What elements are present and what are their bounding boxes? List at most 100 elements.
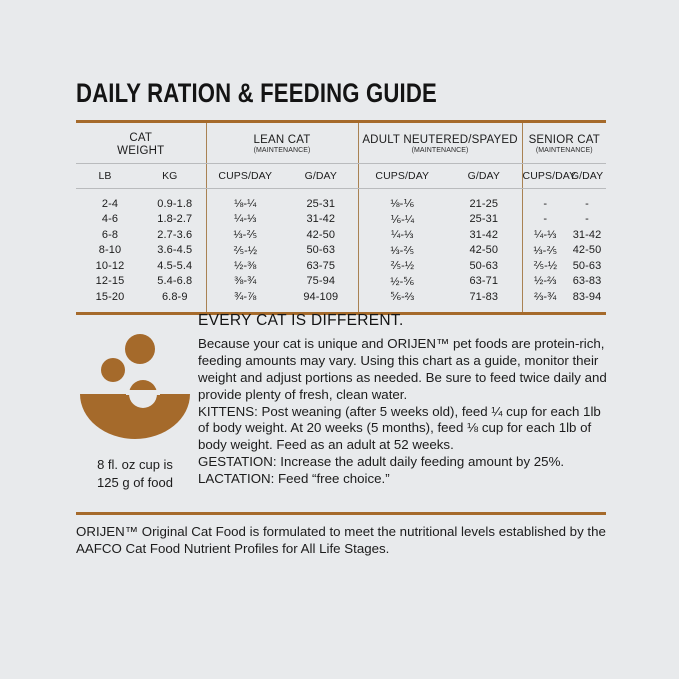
cell-adult-cups: ⅚-⅔ (357, 289, 447, 313)
cell-lean-cups: ⅛-¼ (205, 188, 285, 212)
table-row: 12-15 5.4-6.8 ⅜-¾ 75-94 ½-⅚ 63-71 ½-⅔ 63… (76, 273, 606, 289)
group-title-line1: SENIOR CAT (528, 134, 600, 147)
guidance-gestation: GESTATION: Increase the adult daily feed… (198, 454, 565, 470)
column-header-adult-cups-day: CUPS/DAY (357, 163, 447, 189)
cell-senior-cups: ⅓-⅖ (521, 242, 569, 258)
cell-adult-cups: ⅙-¼ (357, 211, 447, 227)
cell-kg: 3.6-4.5 (157, 244, 193, 257)
table-row: 15-20 6.8-9 ¾-⅞ 94-109 ⅚-⅔ 71-83 ⅔-¾ 83-… (76, 289, 606, 313)
cell-senior-grams: 63-83 (572, 275, 602, 288)
cell-kg: 6.8-9 (161, 290, 188, 303)
cell-senior-grams: 50-63 (572, 259, 602, 272)
guidance-heading: EVERY CAT IS DIFFERENT. (198, 312, 404, 329)
cell-lean-grams: 50-63 (306, 244, 336, 257)
table-body: 2-4 0.9-1.8 ⅛-¼ 25-31 ⅛-⅙ 21-25 - - 4-6 … (76, 188, 606, 313)
measuring-cup-illustration-block: 8 fl. oz cup is 125 g of food (76, 332, 194, 491)
cell-lb: 6-8 (101, 228, 119, 241)
cell-adult-cups: ⅖-½ (357, 258, 447, 274)
cell-lb: 8-10 (98, 244, 122, 257)
column-header-lean-cups-day: CUPS/DAY (205, 163, 285, 189)
cell-lean-cups: ⅖-½ (205, 242, 285, 258)
cell-lean-grams: 42-50 (306, 228, 336, 241)
table-row: 2-4 0.9-1.8 ⅛-¼ 25-31 ⅛-⅙ 21-25 - - (76, 188, 606, 212)
cell-lean-cups: ¼-⅓ (205, 211, 285, 227)
column-header-lean-g-day: G/DAY (284, 163, 359, 189)
cell-lb: 12-15 (95, 275, 125, 288)
food-bowl-icon (80, 334, 190, 439)
aafco-statement: ORIJEN™ Original Cat Food is formulated … (76, 524, 606, 557)
cell-lean-cups: ⅜-¾ (205, 273, 285, 289)
group-title-line2: WEIGHT (117, 145, 165, 157)
group-header-adult-neutered-spayed: ADULT NEUTERED/SPAYED (MAINTENANCE) (357, 121, 523, 164)
guidance-lactation: LACTATION: Feed “free choice.” (198, 471, 390, 486)
cell-adult-grams: 25-31 (469, 213, 499, 226)
cell-senior-cups: ⅔-¾ (521, 289, 569, 313)
cell-senior-grams: 42-50 (572, 244, 602, 257)
cell-senior-cups: ¼-⅓ (521, 227, 569, 243)
cell-lean-cups: ⅓-⅖ (205, 227, 285, 243)
cell-lb: 2-4 (101, 197, 119, 210)
cell-lb: 4-6 (101, 213, 119, 226)
group-header-cat-weight: CAT WEIGHT (76, 121, 207, 164)
cell-lean-grams: 25-31 (306, 197, 336, 210)
cell-adult-cups: ¼-⅓ (357, 227, 447, 243)
cell-adult-grams: 21-25 (469, 197, 499, 210)
daily-ration-table: CAT WEIGHT LEAN CAT (MAINTENANCE) ADULT … (76, 120, 607, 315)
cell-adult-grams: 71-83 (469, 290, 499, 303)
table-header: CAT WEIGHT LEAN CAT (MAINTENANCE) ADULT … (76, 121, 607, 189)
bottom-divider (76, 512, 606, 515)
table-row: 4-6 1.8-2.7 ¼-⅓ 31-42 ⅙-¼ 25-31 - - (76, 211, 606, 227)
cell-adult-grams: 31-42 (469, 228, 499, 241)
group-title-line1: LEAN CAT (253, 134, 311, 147)
group-header-senior-cat: SENIOR CAT (MAINTENANCE) (521, 121, 607, 164)
column-header-senior-cups-day: CUPS/DAY (521, 163, 576, 189)
group-title-line1: CAT (129, 131, 153, 144)
cell-adult-cups: ⅓-⅖ (357, 242, 447, 258)
cell-adult-grams: 42-50 (469, 244, 499, 257)
column-header-lb: LB (76, 163, 134, 189)
cell-lb: 10-12 (95, 259, 125, 272)
group-header-lean-cat: LEAN CAT (MAINTENANCE) (205, 121, 359, 164)
cell-kg: 5.4-6.8 (157, 275, 193, 288)
cell-kg: 4.5-5.4 (157, 259, 193, 272)
cell-lean-grams: 94-109 (303, 290, 339, 303)
group-subtitle: (MAINTENANCE) (535, 147, 593, 155)
guidance-paragraph: Because your cat is unique and ORIJEN™ p… (198, 336, 607, 402)
cell-lean-grams: 75-94 (306, 275, 336, 288)
cell-senior-cups: - (521, 211, 569, 227)
table-column-header-row: LB KG CUPS/DAY G/DAY CUPS/DAY G/DAY CUPS… (76, 163, 607, 189)
group-subtitle: (MAINTENANCE) (253, 147, 311, 155)
table-row: 8-10 3.6-4.5 ⅖-½ 50-63 ⅓-⅖ 42-50 ⅓-⅖ 42-… (76, 242, 606, 258)
cell-senior-cups: ½-⅔ (521, 273, 569, 289)
table-row: 6-8 2.7-3.6 ⅓-⅖ 42-50 ¼-⅓ 31-42 ¼-⅓ 31-4… (76, 227, 606, 243)
guidance-body: Because your cat is unique and ORIJEN™ p… (198, 336, 608, 488)
bowl-caption-line2: 125 g of food (97, 474, 173, 490)
cell-kg: 0.9-1.8 (157, 197, 193, 210)
cell-senior-grams: - (585, 197, 589, 210)
cell-adult-cups: ⅛-⅙ (357, 188, 447, 212)
column-header-senior-g-day: G/DAY (568, 163, 607, 189)
cell-lean-grams: 31-42 (306, 213, 336, 226)
table-group-header-row: CAT WEIGHT LEAN CAT (MAINTENANCE) ADULT … (76, 121, 607, 164)
cell-adult-cups: ½-⅚ (357, 273, 447, 289)
cell-kg: 2.7-3.6 (157, 228, 193, 241)
table-row: 10-12 4.5-5.4 ½-⅜ 63-75 ⅖-½ 50-63 ⅖-½ 50… (76, 258, 606, 274)
column-header-adult-g-day: G/DAY (446, 163, 523, 189)
cell-lean-cups: ½-⅜ (205, 258, 285, 274)
daily-ration-table-wrapper: CAT WEIGHT LEAN CAT (MAINTENANCE) ADULT … (76, 120, 607, 315)
cell-senior-cups: ⅖-½ (521, 258, 569, 274)
cell-adult-grams: 63-71 (469, 275, 499, 288)
cell-senior-grams: - (585, 213, 589, 226)
guidance-section: EVERY CAT IS DIFFERENT. Because your cat… (198, 312, 608, 488)
guidance-kittens: KITTENS: Post weaning (after 5 weeks old… (198, 403, 601, 453)
page-title: DAILY RATION & FEEDING GUIDE (76, 78, 437, 108)
cell-lb: 15-20 (95, 290, 125, 303)
cell-senior-grams: 31-42 (572, 228, 602, 241)
group-subtitle: (MAINTENANCE) (411, 147, 469, 155)
cell-senior-grams: 83-94 (572, 290, 602, 303)
cell-lean-cups: ¾-⅞ (205, 289, 285, 313)
bowl-caption-line1: 8 fl. oz cup is (97, 457, 173, 472)
bowl-caption: 8 fl. oz cup is 125 g of food (76, 456, 194, 491)
cell-kg: 1.8-2.7 (157, 213, 193, 226)
